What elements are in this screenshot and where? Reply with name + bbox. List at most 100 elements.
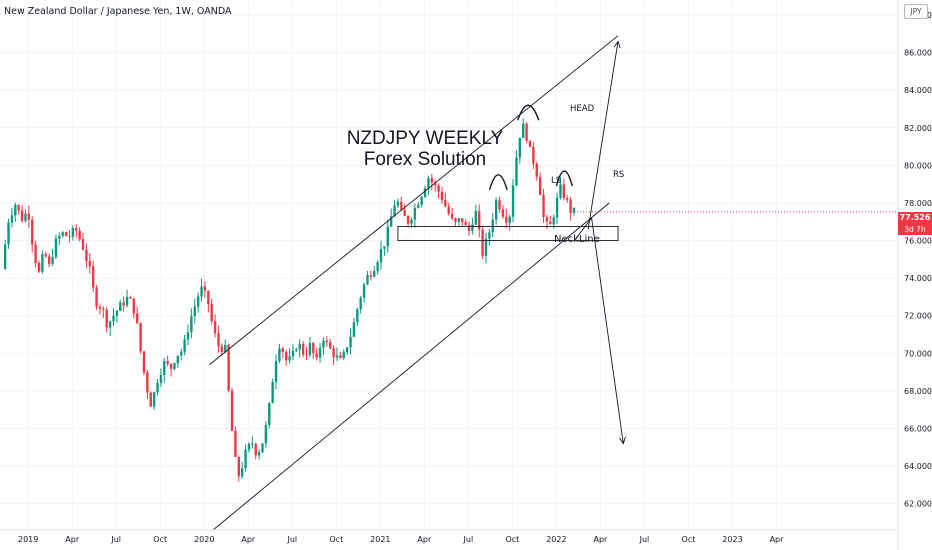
candle-body [278, 348, 281, 361]
candle-body [203, 286, 207, 291]
candle-body [17, 204, 20, 211]
candle-body [105, 309, 108, 328]
candle-body [196, 296, 200, 307]
candle-body [227, 344, 230, 391]
time-tick-label: Apr [65, 535, 80, 544]
candle-body [207, 290, 210, 305]
candle-body [149, 392, 152, 407]
candle-body [457, 218, 461, 223]
candle-body [447, 206, 450, 214]
time-tick-label: Oct [329, 535, 343, 544]
candle-body [163, 360, 166, 375]
candle-body [433, 182, 437, 186]
candle-body [491, 219, 494, 233]
candle-body [136, 313, 139, 323]
candle-body [494, 200, 498, 220]
neckline-label: NeckLine [554, 234, 600, 245]
candle-body [488, 232, 491, 239]
candle-body [376, 262, 379, 272]
time-tick-label: 2021 [370, 535, 390, 544]
candle-body [362, 284, 366, 298]
bullish-arrow-line [587, 41, 619, 230]
candle-body [511, 185, 515, 217]
candle-body [156, 383, 159, 393]
candle-body [322, 340, 325, 348]
candle-body [237, 456, 240, 477]
symbol-header: New Zealand Dollar / Japanese Yen, 1W, O… [4, 6, 232, 17]
price-tick-label: 78.000 [904, 199, 932, 208]
currency-label[interactable]: JPY [904, 4, 928, 19]
candle-body [220, 346, 224, 352]
candle-body [305, 354, 308, 356]
chart-drawings [209, 35, 626, 531]
candle-body [396, 201, 400, 206]
candle-body [247, 443, 251, 450]
candle-body [329, 342, 332, 349]
candle-body [129, 297, 132, 299]
candle-body [461, 218, 464, 223]
candle-body [217, 333, 220, 347]
candle-body [471, 224, 474, 231]
candle-body [538, 176, 542, 195]
neckline-box [397, 226, 619, 242]
candle-body [112, 315, 115, 322]
candle-body [254, 443, 257, 456]
candle-body [386, 226, 389, 247]
candle-body [68, 235, 71, 237]
candle-body [37, 262, 41, 272]
candle-body [528, 140, 532, 147]
candle-body [474, 211, 478, 225]
head-arc [517, 104, 540, 121]
candle-body [532, 146, 535, 164]
candle-body [34, 244, 37, 263]
candle-body [572, 207, 576, 213]
candle-body [308, 343, 312, 356]
candle-body [41, 254, 44, 272]
candle-body [122, 302, 125, 306]
candle-body [373, 271, 376, 277]
candle-body [423, 188, 427, 198]
candle-body [413, 207, 417, 220]
candle-body [190, 316, 193, 333]
candle-body [281, 348, 284, 352]
candle-body [464, 222, 467, 226]
candle-body [501, 209, 505, 217]
candle-body [569, 199, 572, 213]
candle-body [125, 297, 129, 306]
candle-body [139, 322, 142, 352]
candle-body [345, 347, 349, 353]
candle-body [251, 443, 254, 445]
candle-body [484, 238, 488, 256]
time-tick-label: Jul [639, 535, 650, 544]
channel-upper-line [209, 35, 619, 365]
candle-body [566, 197, 569, 200]
bearish-arrow-head [619, 436, 626, 445]
candle-body [505, 216, 508, 223]
candle-body [78, 230, 81, 240]
candle-body [47, 256, 51, 264]
candle-body [95, 287, 98, 307]
candle-body [193, 306, 196, 317]
candle-body [115, 310, 119, 316]
candle-body [417, 204, 420, 208]
candle-body [152, 392, 156, 407]
price-tick-label: 62.000 [904, 500, 932, 509]
candle-body [315, 353, 318, 358]
right-shoulder-label: RS [613, 170, 625, 180]
candle-body [406, 216, 410, 224]
candle-body [542, 194, 545, 217]
candle-body [24, 213, 27, 222]
candle-body [61, 232, 64, 236]
candle-body [224, 344, 227, 352]
candle-body [295, 349, 298, 351]
price-tick-label: 68.000 [904, 387, 932, 396]
candle-body [31, 219, 34, 245]
candle-body [183, 339, 186, 352]
candle-body [522, 123, 525, 138]
candle-body [325, 340, 329, 343]
candle-body [342, 352, 345, 359]
candle-body [27, 213, 31, 220]
channel-lower-line [212, 202, 610, 531]
candle-body [332, 348, 335, 358]
